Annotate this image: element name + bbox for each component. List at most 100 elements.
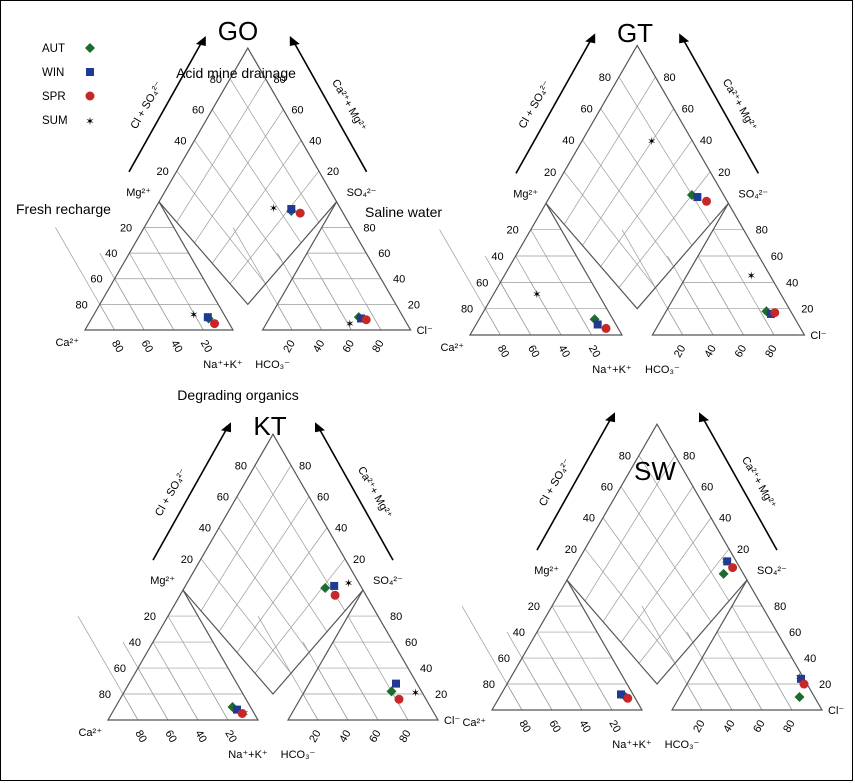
grid-line bbox=[212, 693, 229, 721]
grid-line bbox=[200, 465, 292, 612]
nak-label: Na⁺+K⁺ bbox=[203, 359, 243, 371]
grid-line bbox=[584, 548, 676, 664]
ca-label: Ca²⁺ bbox=[55, 337, 79, 349]
tick-label: 40 bbox=[576, 718, 593, 735]
right-arrow-label: Ca²⁺+ Mg²⁺ bbox=[329, 77, 368, 133]
left-arrow-head bbox=[221, 422, 231, 433]
tick-label: 20 bbox=[801, 304, 813, 316]
point-spr-anion bbox=[799, 679, 809, 689]
grid-line bbox=[582, 108, 674, 246]
tick-label: 20 bbox=[327, 166, 339, 178]
legend-label-spr: SPR bbox=[42, 91, 66, 103]
grid-line bbox=[618, 76, 711, 225]
tick-label: 20 bbox=[157, 166, 169, 178]
left-arrow-head bbox=[605, 412, 615, 423]
tick-label: 80 bbox=[774, 601, 786, 613]
point-spr-cation bbox=[601, 323, 611, 333]
left-arrow-label: Cl + SO₄²⁻ bbox=[517, 79, 554, 131]
tick-label: 80 bbox=[109, 338, 126, 355]
left-arrow-shaft bbox=[152, 427, 228, 561]
central-diamond bbox=[566, 423, 748, 685]
mg-label: Mg²⁺ bbox=[513, 188, 538, 200]
tick-label: 20 bbox=[435, 689, 447, 701]
tick-label: 80 bbox=[363, 222, 375, 234]
point-aut-anion bbox=[386, 686, 397, 697]
tick-label: 20 bbox=[144, 611, 156, 623]
mg-label: Mg²⁺ bbox=[126, 187, 151, 199]
tick-label: 60 bbox=[546, 718, 563, 735]
grid-line bbox=[758, 308, 775, 336]
so4-label: SO₄²⁻ bbox=[738, 188, 768, 200]
hco3-label: HCO₃⁻ bbox=[645, 364, 680, 376]
tick-label: 40 bbox=[491, 251, 503, 263]
nak-label: Na⁺+K⁺ bbox=[228, 749, 268, 761]
tick-label: 40 bbox=[335, 523, 347, 535]
legend-marker-win bbox=[86, 68, 94, 76]
so4-label: SO₄²⁻ bbox=[347, 187, 377, 199]
grid-line bbox=[584, 455, 676, 602]
grid-line bbox=[277, 304, 293, 331]
point-spr-cation bbox=[623, 693, 633, 703]
tick-label: 80 bbox=[599, 72, 611, 84]
right-arrow-shaft bbox=[318, 427, 394, 561]
right-arrow-head bbox=[315, 422, 325, 433]
point-win-diamond bbox=[330, 581, 339, 590]
grid-line bbox=[347, 667, 379, 721]
grid-line bbox=[302, 693, 319, 721]
left-arrow-head bbox=[585, 33, 596, 44]
cl-label: Cl⁻ bbox=[828, 705, 844, 717]
point-sum-anion: ✶ bbox=[345, 318, 354, 330]
right-arrow-head bbox=[289, 36, 300, 47]
tick-label: 40 bbox=[583, 513, 595, 525]
point-spr-anion bbox=[394, 694, 404, 704]
point-win-anion bbox=[357, 314, 366, 323]
point-spr-diamond bbox=[295, 208, 305, 218]
point-spr-anion bbox=[770, 308, 780, 318]
grid-line bbox=[620, 486, 712, 622]
right-arrow-head bbox=[679, 33, 690, 44]
tick-label: 60 bbox=[139, 338, 156, 355]
grid-line bbox=[291, 278, 323, 331]
point-win-diamond bbox=[693, 193, 702, 202]
hco3-label: HCO₃⁻ bbox=[665, 739, 700, 751]
anion-triangle bbox=[651, 202, 806, 336]
tick-label: 40 bbox=[311, 338, 328, 355]
grid-line bbox=[618, 171, 711, 288]
grid-line bbox=[194, 109, 284, 244]
cation-triangle bbox=[83, 200, 235, 331]
grid-line bbox=[229, 170, 320, 285]
so4-label: SO₄²⁻ bbox=[373, 575, 403, 587]
grid-line bbox=[176, 78, 266, 223]
grid-line bbox=[365, 304, 382, 331]
grid-line bbox=[582, 139, 674, 267]
legend-marker-aut bbox=[85, 43, 95, 53]
tick-label: 20 bbox=[408, 299, 420, 311]
tick-label: 20 bbox=[353, 554, 365, 566]
tick-label: 20 bbox=[586, 343, 603, 360]
point-win-anion bbox=[392, 679, 400, 688]
tick-label: 20 bbox=[819, 679, 831, 691]
point-win-anion bbox=[797, 674, 805, 683]
tick-label: 80 bbox=[99, 689, 111, 701]
grid-line bbox=[602, 517, 694, 643]
point-sum-cation: ✶ bbox=[189, 309, 198, 321]
annotation-degrading-organics: Degrading organics bbox=[177, 387, 298, 403]
annotation-fresh-recharge: Fresh recharge bbox=[16, 201, 111, 217]
point-aut-anion bbox=[794, 692, 805, 703]
grid-line bbox=[236, 527, 328, 653]
tick-label: 60 bbox=[771, 251, 783, 263]
grid-line bbox=[317, 667, 349, 721]
grid-line bbox=[137, 667, 169, 721]
nak-label: Na⁺+K⁺ bbox=[592, 364, 632, 376]
point-win-cation bbox=[203, 313, 212, 322]
legend-label-win: WIN bbox=[42, 67, 64, 79]
grid-line bbox=[143, 278, 175, 331]
point-win-diamond bbox=[287, 205, 296, 214]
left-arrow-head bbox=[195, 36, 206, 47]
grid-line bbox=[602, 486, 694, 622]
right-arrow-shaft bbox=[682, 39, 760, 174]
point-spr-diamond bbox=[728, 563, 738, 573]
point-sum-anion: ✶ bbox=[411, 687, 420, 699]
tick-label: 80 bbox=[76, 299, 88, 311]
grid-line bbox=[521, 657, 553, 711]
